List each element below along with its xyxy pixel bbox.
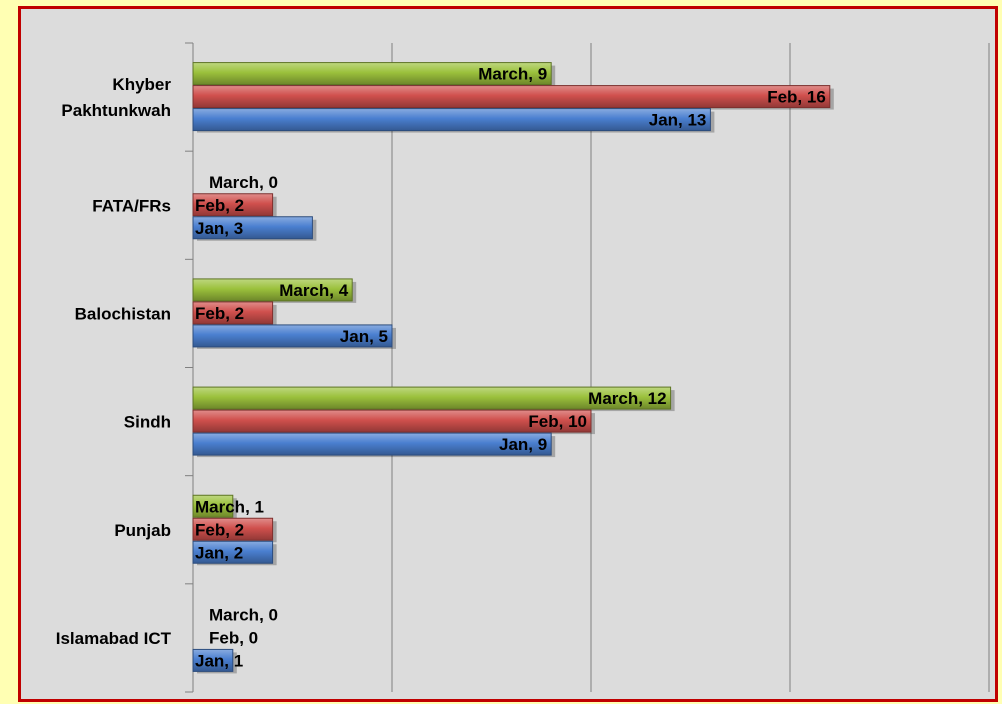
data-label: March, 0 [209, 173, 278, 192]
data-label: Jan, 3 [195, 219, 243, 238]
bar-jan [192, 324, 393, 348]
bar-feb [192, 193, 274, 217]
category-label: Sindh [124, 413, 171, 432]
bar-jan [192, 108, 711, 132]
category-label: FATA/FRs [92, 196, 171, 215]
data-label: March, 12 [588, 389, 666, 408]
category-label: Khyber Pakhtunkwah [61, 75, 171, 120]
data-label: Feb, 16 [767, 88, 826, 107]
data-label: March, 0 [209, 605, 278, 624]
category-label: Islamabad ICT [56, 629, 172, 648]
bar-jan [192, 432, 552, 456]
data-label: Feb, 10 [528, 412, 587, 431]
data-label: Jan, 5 [340, 327, 388, 346]
data-label: Jan, 2 [195, 543, 243, 562]
data-label: Feb, 2 [195, 304, 244, 323]
chart-frame: Khyber Pakhtunkwah March, 9 Feb, 16 Jan, 13 F… [18, 6, 998, 702]
data-label: Feb, 2 [195, 196, 244, 215]
bar-feb [192, 85, 831, 109]
category-label: Balochistan [75, 304, 171, 323]
bar-jan [192, 540, 274, 564]
bar-feb [192, 517, 274, 541]
bar-feb [192, 409, 592, 433]
data-label: Feb, 2 [195, 520, 244, 539]
bar-march [192, 62, 552, 86]
data-label: Feb, 0 [209, 628, 258, 647]
bar-chart: Khyber Pakhtunkwah March, 9 Feb, 16 Jan, 13 F… [56, 42, 990, 693]
bar-jan [192, 216, 313, 240]
bar-march [192, 386, 672, 410]
data-label: March, 9 [478, 65, 547, 84]
bar-march [192, 494, 234, 518]
data-label: March, 4 [279, 281, 349, 300]
data-label: March, 1 [195, 497, 264, 516]
data-label: Jan, 13 [649, 111, 707, 130]
data-label: Jan, 9 [499, 435, 547, 454]
bar-feb [192, 301, 274, 325]
bar-march [192, 278, 353, 302]
category-label: Punjab [114, 521, 171, 540]
bar-jan [192, 648, 234, 672]
data-label: Jan, 1 [195, 651, 243, 670]
